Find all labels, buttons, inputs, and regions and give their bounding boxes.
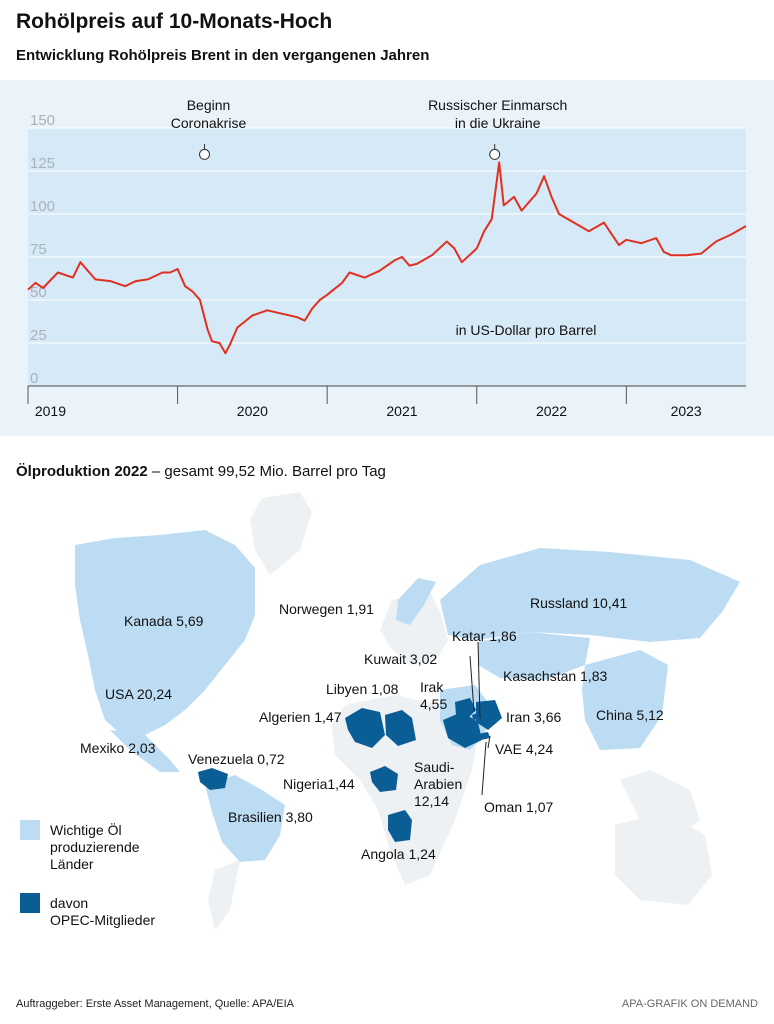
label-saudi-arabien: Saudi- Arabien 12,14 [414, 759, 463, 809]
label-kanada: Kanada 5,69 [124, 613, 204, 629]
y-tick-label: 25 [30, 327, 47, 344]
label-irak: Irak 4,55 [420, 679, 448, 712]
iraq-opec-shape [455, 698, 476, 718]
kuwait-opec-shape [472, 713, 478, 720]
north-america-producer-shape [75, 530, 255, 738]
production-heading-total: – gesamt 99,52 [147, 463, 256, 480]
year-label: 2020 [237, 403, 268, 419]
china-producer-shape [582, 650, 668, 750]
year-label: 2021 [386, 403, 417, 419]
saudi-arabia-opec-shape [443, 712, 482, 748]
norway-producer-shape [396, 578, 436, 625]
label-venezuela: Venezuela 0,72 [188, 751, 285, 767]
chart-panel: 150 125 100 75 50 25 0 2019 2020 2021 2022 2023 in U… [0, 80, 774, 436]
unit-label: in US-Dollar pro Barrel [456, 322, 597, 338]
y-tick-label: 0 [30, 370, 38, 387]
brent-price-line [27, 161, 747, 355]
label-libyen: Libyen 1,08 [326, 681, 399, 697]
y-tick-label: 150 [30, 112, 55, 129]
production-heading-title: Ölproduktion 2022 [16, 463, 148, 480]
label-mexiko: Mexiko 2,03 [80, 740, 156, 756]
algeria-opec-shape [345, 708, 385, 748]
label-nigeria: Nigeria1,44 [283, 776, 355, 792]
year-label: 2019 [35, 403, 66, 419]
annotation-label: Coronakrise [171, 115, 247, 131]
brazil-producer-shape [205, 775, 285, 862]
australia-shape [615, 812, 712, 905]
label-norwegen: Norwegen 1,91 [279, 601, 374, 617]
legend-opec-label: davon OPEC-Mitglieder [50, 895, 156, 928]
label-algerien: Algerien 1,47 [259, 709, 342, 725]
annotation-label: Beginn [187, 97, 231, 113]
annotation-label: Russischer Einmarsch [428, 97, 567, 113]
label-angola: Angola 1,24 [361, 846, 436, 862]
footer-source: Auftraggeber: Erste Asset Management, Qu… [16, 998, 295, 1010]
mexico-producer-shape [110, 730, 180, 772]
venezuela-opec-shape [198, 768, 228, 790]
legend-producer-swatch [20, 820, 40, 840]
opec-countries [198, 698, 502, 842]
world-map [75, 492, 740, 930]
kuwait-leader [469, 655, 475, 713]
russia-producer-shape [440, 548, 740, 642]
vae-leader [487, 735, 491, 749]
south-america-tip-shape [208, 860, 240, 930]
uae-opec-shape [478, 732, 490, 740]
y-tick-label: 75 [30, 241, 47, 258]
y-tick-label: 125 [30, 155, 55, 172]
label-kasachstan: Kasachstan 1,83 [503, 668, 608, 684]
iran-opec-shape [476, 700, 502, 730]
oman-leader [481, 741, 487, 796]
label-vae: VAE 4,24 [495, 741, 554, 757]
label-katar: Katar 1,86 [452, 628, 517, 644]
kazakhstan-producer-shape [478, 632, 590, 680]
annotation-label: in die Ukraine [455, 115, 541, 131]
label-brasilien: Brasilien 3,80 [228, 809, 313, 825]
label-oman: Oman 1,07 [484, 799, 554, 815]
katar-leader [477, 641, 481, 719]
production-heading-unit: Mio. Barrel pro Tag [259, 463, 386, 480]
annotation-marker [489, 148, 501, 160]
footer-credit: APA-GRAFIK ON DEMAND [621, 998, 758, 1010]
legend-opec-swatch [20, 893, 40, 913]
angola-opec-shape [388, 810, 412, 842]
greenland-shape [250, 492, 312, 575]
annotation-marker [199, 148, 211, 160]
label-russland: Russland 10,41 [530, 595, 628, 611]
y-tick-label: 100 [30, 198, 55, 215]
year-label: 2023 [671, 403, 702, 419]
label-kuwait: Kuwait 3,02 [364, 651, 438, 667]
chart-subtitle: Entwicklung Rohölpreis Brent in den verg… [16, 47, 430, 64]
nigeria-opec-shape [370, 766, 398, 792]
year-label: 2022 [536, 403, 567, 419]
label-china: China 5,12 [596, 707, 664, 723]
page-title: Rohölpreis auf 10-Monats-Hoch [16, 10, 333, 33]
label-iran: Iran 3,66 [506, 709, 562, 725]
label-leaders [469, 641, 491, 796]
production-heading: Ölproduktion 2022 – gesamt 99,52 Mio. Ba… [16, 463, 386, 480]
libya-opec-shape [385, 710, 416, 746]
legend-producer-label: Wichtige Öl produzierende Länder [50, 822, 140, 872]
label-usa: USA 20,24 [105, 686, 172, 702]
